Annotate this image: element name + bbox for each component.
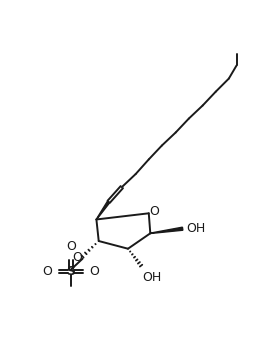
Text: O: O — [90, 265, 99, 278]
Text: O: O — [149, 205, 159, 218]
Text: OH: OH — [143, 271, 162, 284]
Polygon shape — [96, 201, 110, 220]
Text: OH: OH — [186, 222, 206, 235]
Text: O: O — [43, 265, 52, 278]
Text: O: O — [66, 240, 76, 253]
Polygon shape — [150, 227, 183, 234]
Text: O: O — [72, 251, 82, 264]
Text: S: S — [67, 265, 76, 278]
